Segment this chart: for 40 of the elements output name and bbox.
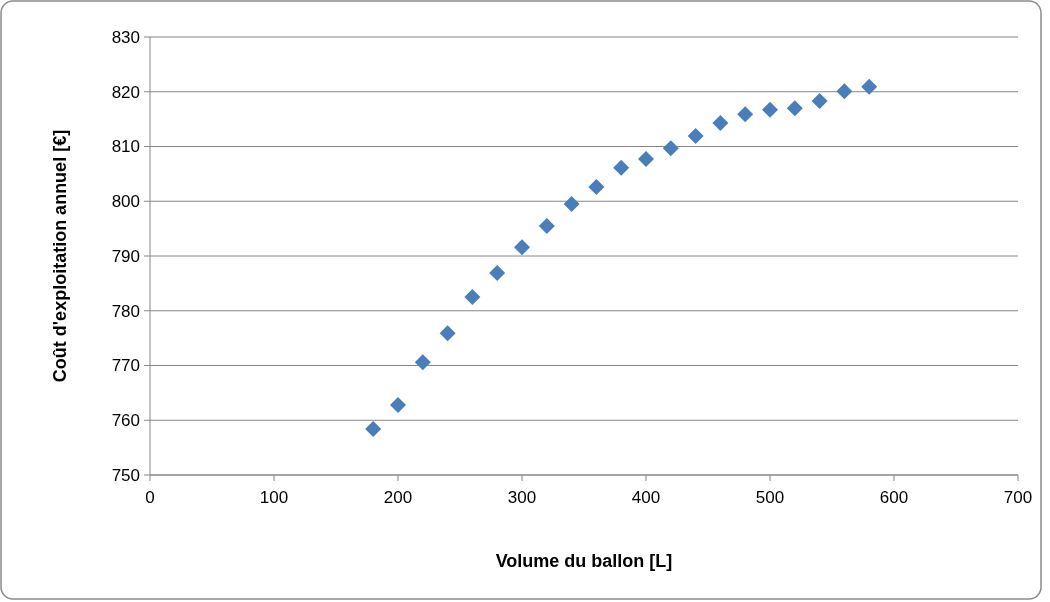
- y-tick-label: 780: [111, 301, 140, 321]
- point: [464, 289, 481, 306]
- point: [786, 100, 803, 117]
- point: [414, 354, 431, 371]
- point: [588, 179, 605, 196]
- x-tick-label: 700: [1003, 488, 1033, 507]
- x-tick-label: 600: [879, 488, 909, 507]
- point: [514, 239, 530, 256]
- point: [613, 159, 630, 176]
- x-tick-label: 300: [507, 488, 537, 507]
- point: [861, 78, 878, 95]
- point: [489, 264, 506, 281]
- x-tick-label: 200: [383, 488, 413, 507]
- y-tick-label: 750: [111, 465, 140, 485]
- y-tick-label: 810: [111, 137, 140, 157]
- point: [439, 325, 456, 342]
- y-tick-label: 760: [111, 411, 140, 431]
- point: [638, 151, 654, 168]
- y-tick-label: 820: [111, 82, 140, 102]
- x-tick-label: 400: [631, 488, 661, 507]
- y-tick-label: 790: [111, 246, 140, 266]
- y-tick-label: 830: [111, 27, 140, 47]
- x-tick-label: 500: [755, 488, 785, 507]
- point: [365, 421, 382, 438]
- y-axis-title: Coût d'exploitation annuel [€]: [50, 129, 70, 383]
- point: [662, 140, 679, 157]
- point: [737, 106, 754, 123]
- point: [563, 195, 580, 212]
- point: [712, 114, 729, 131]
- point: [811, 93, 828, 110]
- y-tick-label: 770: [111, 356, 140, 376]
- point: [762, 101, 778, 118]
- point: [538, 217, 555, 234]
- y-tick-label: 800: [111, 192, 140, 212]
- x-tick-label: 100: [259, 488, 289, 507]
- x-tick-label: 0: [145, 488, 155, 507]
- point: [390, 396, 406, 413]
- point: [836, 83, 853, 100]
- point: [687, 128, 704, 145]
- x-axis-title: Volume du ballon [L]: [495, 551, 673, 571]
